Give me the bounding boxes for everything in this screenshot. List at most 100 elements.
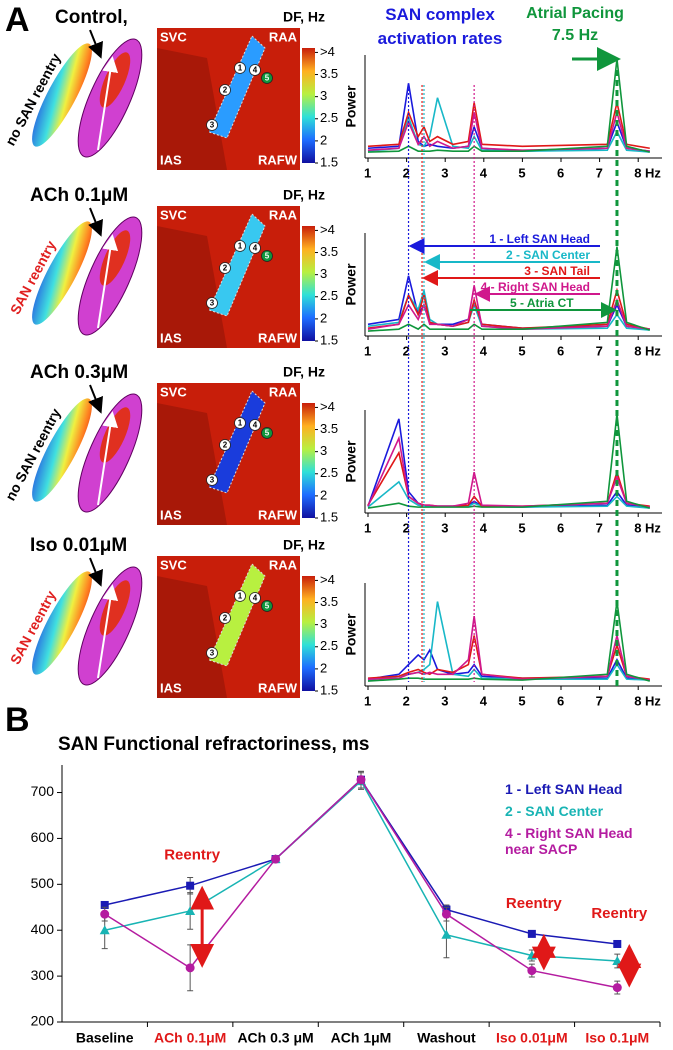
df-map-region <box>157 403 227 525</box>
spectrum-line <box>367 109 650 152</box>
marker <box>99 925 110 935</box>
site-marker <box>249 64 261 76</box>
legend-text: 2 - SAN Center <box>505 803 604 819</box>
map-label: RAA <box>269 29 298 44</box>
heart-sketch <box>32 398 92 502</box>
legend-text: 4 - Right SAN Head <box>481 280 590 294</box>
colorbar-tick-label: 1.5 <box>320 509 338 524</box>
colorbar-tick-label: 2.5 <box>320 638 338 653</box>
colorbar-title: DF, Hz <box>283 364 325 380</box>
x-tick-label: 3 <box>441 165 448 180</box>
site-number: 5 <box>265 602 270 611</box>
map-label: RAA <box>269 384 298 399</box>
x-tick-label: 5 <box>518 165 525 180</box>
spectrum-line <box>367 58 650 153</box>
site-marker <box>261 72 273 84</box>
map-label: SVC <box>160 384 187 399</box>
heart-arrow <box>88 207 103 237</box>
marker <box>185 963 195 973</box>
site-number: 4 <box>253 594 258 603</box>
colorbar-tick-label: 3.5 <box>320 244 338 259</box>
legend-text: 1 - Left SAN Head <box>489 232 590 246</box>
map-label: RAFW <box>258 680 298 695</box>
x-tick-label: 1 <box>364 343 371 358</box>
site-marker <box>206 297 218 309</box>
colorbar-tick-label: 2 <box>320 310 327 325</box>
x-tick-label: 4 <box>480 693 488 708</box>
legend-text-line: 1 - Left SAN Head <box>505 781 622 797</box>
colorbar-tick-label: 3 <box>320 616 327 631</box>
colorbar-title: DF, Hz <box>283 187 325 203</box>
x-tick-label: 4 <box>480 520 488 535</box>
spectrum-line <box>367 413 651 509</box>
pacing-annotation: Atrial Pacing 7.5 Hz <box>526 5 624 44</box>
y-axis-label: Power <box>343 613 359 656</box>
x-tick-label: 8 Hz <box>634 343 661 358</box>
san-region <box>208 390 266 494</box>
x-tick-label: ACh 0.3 μM <box>237 1030 313 1046</box>
legend-text: 3 - SAN Tail <box>524 264 590 278</box>
site-number: 5 <box>265 252 270 261</box>
legend-text: 2 - SAN Center <box>506 248 590 262</box>
x-tick-label: 8 Hz <box>634 693 661 708</box>
y-axis-label: Power <box>343 440 359 483</box>
legend-text: 1 - Left SAN Head <box>505 781 622 797</box>
x-tick-label: 4 <box>480 343 488 358</box>
site-number: 1 <box>238 64 243 73</box>
spectrum-line <box>367 102 650 150</box>
marker <box>441 929 452 939</box>
colorbar-tick-label: 3 <box>320 88 327 103</box>
heart-arrow <box>97 234 119 329</box>
heart-sketch <box>32 221 92 325</box>
site-marker <box>234 62 246 74</box>
x-tick-label: 2 <box>403 520 410 535</box>
legend-text-line: 4 - Right SAN Head <box>505 825 633 841</box>
site-number: 3 <box>210 476 215 485</box>
heart-sketch <box>32 571 92 675</box>
site-number: 4 <box>253 244 258 253</box>
site-marker <box>219 262 231 274</box>
heart-arrow <box>88 29 103 59</box>
spectrum-line <box>367 615 650 681</box>
colorbar <box>302 403 315 518</box>
site-marker <box>249 419 261 431</box>
legend-text-line: 2 - SAN Center <box>505 803 604 819</box>
df-map-region <box>157 48 227 170</box>
rates-annotation-line: activation rates <box>378 29 503 48</box>
x-tick-label: 7 <box>596 520 603 535</box>
y-tick-label: 300 <box>31 967 55 983</box>
x-tick-label: 3 <box>441 693 448 708</box>
x-tick-label: Washout <box>417 1030 476 1046</box>
site-number: 5 <box>265 74 270 83</box>
colorbar-title: DF, Hz <box>283 9 325 25</box>
condition-label: ACh 0.3μM <box>30 362 128 383</box>
chart-title: SAN Functional refractoriness, ms <box>58 734 369 755</box>
san-region <box>208 35 266 139</box>
y-tick-label: 200 <box>31 1013 55 1029</box>
site-number: 5 <box>265 429 270 438</box>
marker <box>100 909 110 919</box>
x-tick-label: 7 <box>596 693 603 708</box>
marker <box>613 939 622 948</box>
map-label: IAS <box>160 152 182 167</box>
map-label: IAS <box>160 680 182 695</box>
map-label: SVC <box>160 207 187 222</box>
heart-arrow <box>88 557 103 587</box>
site-number: 1 <box>238 419 243 428</box>
x-tick-label: ACh 1μM <box>331 1030 392 1046</box>
site-number: 3 <box>210 121 215 130</box>
x-tick-label: 8 Hz <box>634 165 661 180</box>
site-marker <box>261 250 273 262</box>
map-label: RAFW <box>258 152 298 167</box>
colorbar-tick-label: 2.5 <box>320 288 338 303</box>
x-tick-label: 4 <box>480 165 488 180</box>
x-tick-label: 5 <box>518 693 525 708</box>
colorbar <box>302 226 315 341</box>
legend-text-line: near SACP <box>505 841 577 857</box>
spectrum-line <box>367 601 651 682</box>
site-number: 3 <box>210 649 215 658</box>
y-tick-label: 500 <box>31 875 55 891</box>
colorbar-tick-label: 3 <box>320 443 327 458</box>
marker <box>356 775 366 785</box>
